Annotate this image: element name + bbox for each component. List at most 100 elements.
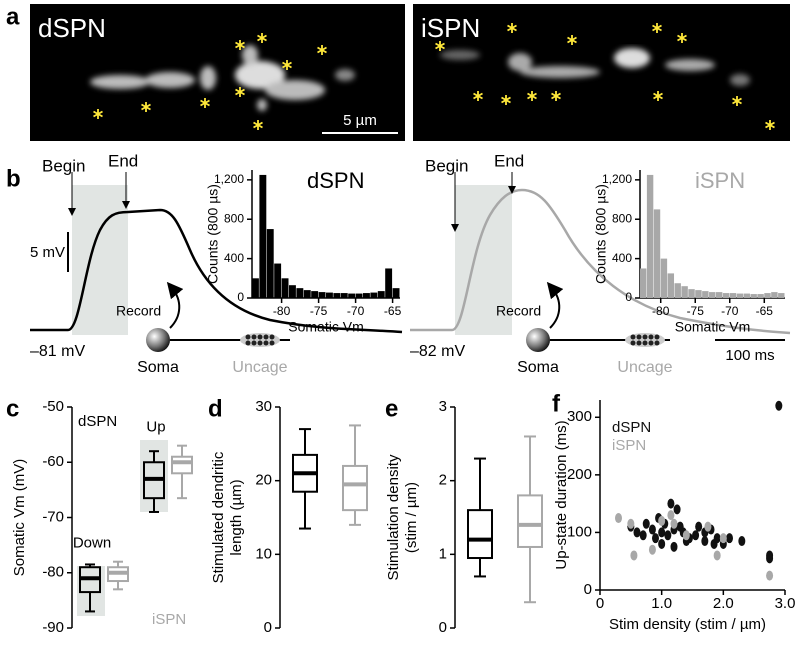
y-axis-label: Up-state duration (ms) [553,420,570,569]
point [652,533,659,544]
y-axis-label: Somatic Vm (mV) [11,459,28,577]
y-tick-label: 400 [224,251,244,265]
soma-label: Soma [517,359,559,376]
histogram-bar [743,293,750,298]
box [467,509,493,560]
histogram-bar [363,293,370,298]
x-tick-label: -70 [721,304,739,318]
image-ispn [413,4,790,141]
histogram-bar [392,288,400,298]
panel-label: b [6,165,21,192]
soma-label: Soma [137,359,179,376]
point [648,544,656,555]
y-tick-label: -90 [42,619,64,636]
end-label: End [494,151,524,170]
histogram-bar [333,293,341,298]
point [627,518,635,529]
y-tick-label: 30 [255,398,272,415]
histogram-bar [340,293,348,298]
y-tick-label: 0 [237,290,244,304]
histogram-bar [764,293,771,298]
histogram-bar [653,209,661,298]
begin-label: Begin [425,156,468,175]
point [670,541,678,552]
point [726,533,733,544]
x-tick-label: -65 [384,304,402,318]
histogram-bar [667,273,675,298]
x-tick-label: -80 [273,304,291,318]
histogram-bar [355,293,363,298]
point [664,530,672,541]
point [667,510,675,521]
histogram-bar [266,229,274,298]
point [704,521,712,532]
record-label: Record [116,303,161,319]
y-tick-label: 200 [567,466,592,483]
point [673,504,681,515]
point [639,530,647,541]
histogram-bar [252,278,259,298]
end-label: End [108,151,138,170]
point [775,400,783,411]
histogram-bar [681,286,688,298]
histogram-bar [702,291,709,298]
uncage-label: Uncage [232,359,287,376]
point [701,536,709,547]
x-tick-label: -65 [756,304,774,318]
legend-entry: dSPN [78,413,117,430]
histogram-bar [385,268,393,298]
point [692,530,700,541]
y-tick-label: 800 [612,211,632,225]
y-tick-label: -60 [42,453,64,470]
y-tick-label: 0 [439,619,447,636]
box [171,455,193,475]
x-axis-label: Somatic Vm [288,319,363,335]
legend-entry: iSPN [612,437,646,454]
histogram-bar [688,289,695,298]
point [738,536,746,547]
histogram-bar [709,292,716,298]
record-label: Record [496,303,541,319]
x-tick-label: 0 [596,595,604,612]
y-tick-label: 800 [224,211,244,225]
histogram-bar [771,292,778,298]
panel-label: e [385,395,398,422]
y-tick-label: 300 [567,408,592,425]
trace-ispn [410,172,791,352]
trace-dspn [30,172,403,352]
y-axis-label: (stim / µm) [403,482,420,553]
x-tick-label: -75 [687,304,705,318]
point [615,513,622,524]
point [642,518,650,529]
legend-entry: dSPN [612,419,651,436]
y-tick-label: 1,200 [602,172,632,186]
point [667,498,675,509]
chart-title: iSPN [695,168,745,193]
y-tick-label: 1,200 [214,172,244,186]
x-axis-label: Somatic Vm [675,319,750,335]
histogram-bar [736,293,744,298]
point [719,533,727,544]
y-tick-label: 1 [439,545,447,562]
panel-label: f [552,390,561,417]
chart-title: dSPN [307,168,364,193]
histogram-bar [318,292,326,298]
histogram-bar [348,293,356,298]
image-title: iSPN [421,13,480,43]
x-tick-label: -70 [347,304,365,318]
image-dspn [30,4,405,141]
point [766,570,774,581]
x-tick-label: 2.0 [713,595,734,612]
x-axis-label: Stim density (stim / µm) [609,616,766,633]
y-tick-label: 400 [612,251,632,265]
y-tick-label: 100 [567,523,592,540]
y-tick-label: 0 [584,581,592,598]
point [658,527,666,538]
histogram-bar [695,290,702,298]
histogram-bar [281,278,289,298]
baseline-label: –82 mV [410,343,465,360]
point [766,550,774,561]
scale-bar-label: 5 µm [343,112,377,129]
point [713,550,721,561]
legend-entry: iSPN [152,611,186,628]
